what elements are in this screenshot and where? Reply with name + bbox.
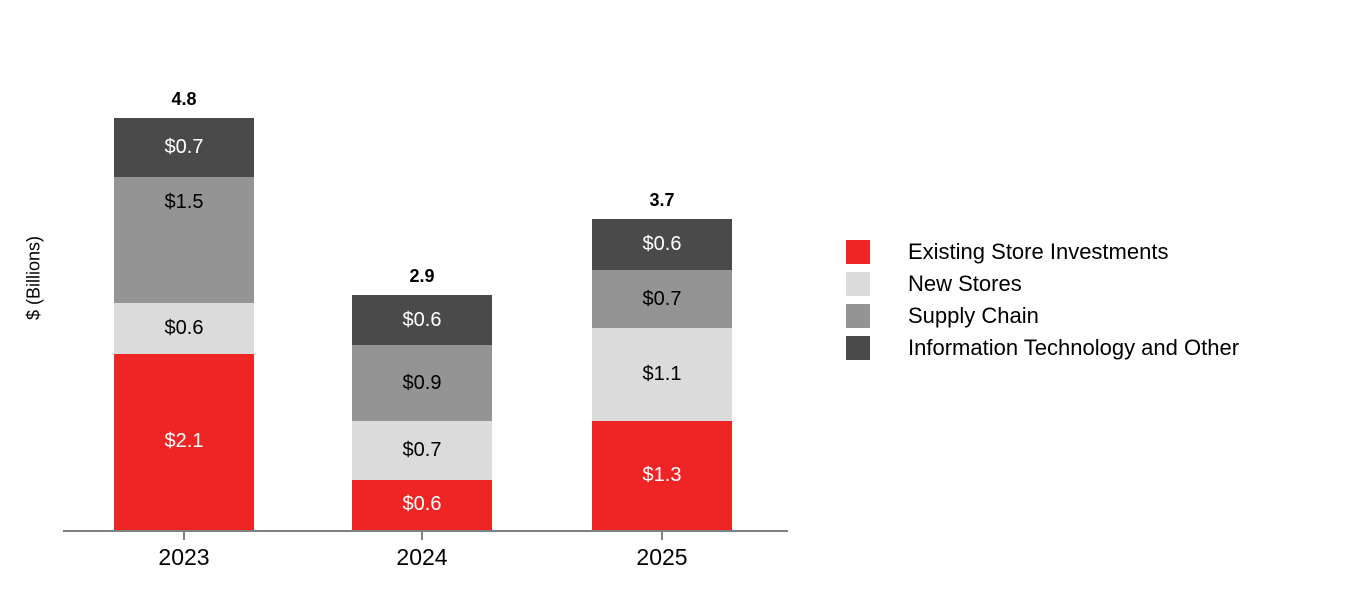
segment-value-label: $0.6	[642, 232, 682, 255]
bar-2023: $2.1 $0.6 $1.5 $0.7	[114, 118, 254, 530]
legend-item: Supply Chain	[846, 303, 1239, 328]
x-tick-label: 2025	[636, 544, 688, 570]
bar-total-label: 3.7	[649, 190, 675, 211]
segment-value-label: $1.3	[642, 463, 682, 486]
x-axis-line	[63, 530, 788, 532]
legend-swatch	[846, 304, 870, 328]
x-axis-tick	[661, 532, 663, 540]
segment-value-label: $0.6	[402, 308, 442, 331]
bar-segment: $0.6	[352, 479, 492, 530]
bar-segment: $0.9	[352, 345, 492, 421]
bar-segment: $1.3	[592, 420, 732, 530]
bar-segment: $1.1	[592, 328, 732, 421]
x-tick-label: 2024	[396, 544, 448, 570]
bar-2024: $0.6 $0.7 $0.9 $0.6	[352, 294, 492, 530]
bar-total-label: 4.8	[171, 89, 197, 110]
legend-item: New Stores	[846, 271, 1239, 296]
plot-area: $ (Billions) $2.1 $0.6 $1.5 $0.7 4.8 2023 $0.6…	[23, 89, 788, 570]
legend-swatch	[846, 272, 870, 296]
legend-item: Information Technology and Other	[846, 335, 1240, 360]
bar-segment: $0.7	[592, 269, 732, 329]
segment-value-label: $1.5	[164, 191, 204, 214]
legend: Existing Store Investments New Stores Supp…	[846, 239, 1240, 360]
legend-label: Information Technology and Other	[908, 335, 1240, 360]
segment-value-label: $2.1	[164, 430, 204, 453]
x-tick-label: 2023	[158, 544, 210, 570]
bar-segment: $0.7	[352, 420, 492, 480]
x-axis-tick	[183, 532, 185, 540]
bar-2025: $1.3 $1.1 $0.7 $0.6	[592, 219, 732, 530]
segment-value-label: $0.6	[164, 316, 204, 339]
legend-swatch	[846, 336, 870, 360]
segment-value-label: $1.1	[642, 363, 682, 386]
segment-value-label: $0.9	[402, 371, 442, 394]
segment-value-label: $0.7	[402, 438, 442, 461]
y-axis-label: $ (Billions)	[23, 235, 44, 321]
bar-segment: $1.5	[114, 177, 254, 304]
segment-value-label: $0.7	[642, 287, 682, 310]
segment-value-label: $0.7	[164, 136, 204, 159]
x-axis-tick	[421, 532, 423, 540]
legend-label: Supply Chain	[908, 303, 1039, 328]
bar-segment: $2.1	[114, 353, 254, 530]
segment-value-label: $0.6	[402, 493, 442, 516]
bar-segment: $0.7	[114, 118, 254, 178]
legend-swatch	[846, 240, 870, 264]
legend-item: Existing Store Investments	[846, 239, 1239, 264]
legend-label: Existing Store Investments	[908, 239, 1169, 264]
bar-total-label: 2.9	[409, 265, 435, 286]
legend-label: New Stores	[908, 271, 1022, 296]
bar-segment: $0.6	[592, 219, 732, 270]
bar-segment: $0.6	[114, 303, 254, 354]
bar-segment: $0.6	[352, 294, 492, 346]
